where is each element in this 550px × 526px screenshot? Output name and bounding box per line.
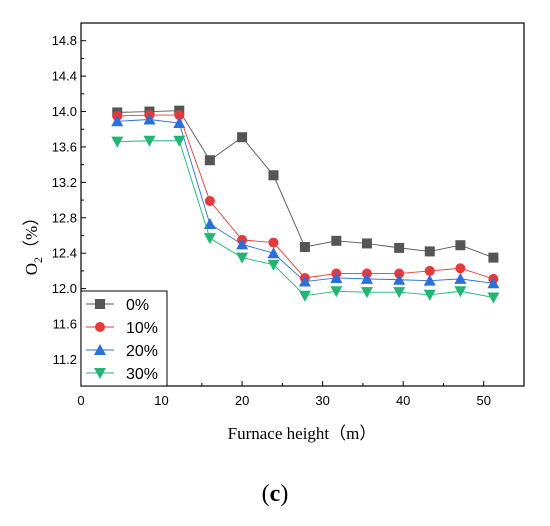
x-tick-label: 20	[235, 393, 249, 408]
data-point	[267, 247, 280, 259]
series-line	[117, 119, 494, 284]
legend: 0% 10% 20% 30%	[80, 290, 168, 387]
data-point	[393, 273, 406, 285]
y-tick-label: 12.0	[52, 281, 77, 296]
data-point	[330, 271, 343, 283]
series-layer	[111, 105, 500, 304]
data-point	[394, 242, 405, 253]
y-tick-label: 11.2	[53, 352, 77, 367]
y-tick-label: 12.8	[52, 210, 77, 225]
data-point	[330, 286, 343, 298]
data-point	[360, 272, 373, 284]
y-axis-title-base: O	[22, 263, 41, 275]
line-chart: 0 10 20 30 40 50 11.2 11.6 12.0 12.4 12.8 13.2 13.6 1…	[22, 22, 525, 443]
series-3	[111, 113, 500, 289]
plot-frame	[80, 22, 525, 387]
data-point	[299, 241, 310, 252]
data-point	[455, 263, 466, 274]
data-point	[487, 277, 500, 289]
y-axis-title-subscript: 2	[31, 257, 45, 263]
plot-area	[80, 22, 525, 387]
y-tick-label: 12.4	[52, 246, 77, 261]
data-point	[174, 110, 185, 121]
legend-label: 20%	[126, 343, 158, 360]
data-point	[173, 135, 186, 147]
y-axis-title: O2（%）	[22, 209, 45, 275]
y-tick-label: 14.4	[52, 69, 77, 84]
data-point	[203, 217, 216, 229]
y-tick-label: 14.8	[52, 33, 77, 48]
series-1	[112, 105, 499, 263]
legend-marker	[94, 368, 106, 379]
y-tick-label: 13.2	[52, 175, 77, 190]
legend-label: 10%	[126, 320, 158, 337]
legend-marker	[95, 322, 105, 332]
x-axis-title: Furnace height（m）	[228, 424, 377, 443]
legend-label: 0%	[126, 297, 149, 314]
x-tick-label: 0	[77, 393, 84, 408]
data-point	[424, 246, 435, 257]
panel-label: (c)	[0, 481, 550, 508]
legend-item: 0%	[86, 297, 149, 314]
x-tick-label: 30	[315, 393, 329, 408]
data-point	[394, 268, 405, 279]
panel-label-letter: c	[269, 481, 281, 507]
data-point	[204, 195, 215, 206]
panel-label-close: )	[280, 481, 289, 507]
data-point	[393, 287, 406, 299]
data-point	[454, 272, 467, 284]
series-line	[117, 110, 494, 259]
data-point	[298, 275, 311, 287]
series-line	[117, 114, 494, 280]
data-point	[488, 252, 499, 263]
data-point	[423, 274, 436, 286]
data-point	[236, 252, 249, 264]
data-point	[111, 136, 124, 148]
series-2	[112, 110, 499, 284]
data-point	[143, 113, 156, 125]
data-point	[455, 240, 466, 251]
y-tick-label: 14.0	[52, 104, 77, 119]
y-tick-label: 11.6	[53, 317, 77, 332]
data-point	[267, 259, 280, 271]
data-point	[454, 286, 467, 298]
x-tick-label: 10	[154, 393, 168, 408]
data-point	[361, 238, 372, 249]
data-point	[203, 233, 216, 245]
legend-marker	[94, 344, 106, 355]
legend-item: 20%	[86, 343, 158, 360]
data-point	[331, 235, 342, 246]
y-axis-title-unit: （%）	[22, 209, 41, 257]
data-point	[237, 132, 248, 143]
data-point	[423, 289, 436, 301]
data-point	[268, 237, 279, 248]
data-point	[173, 117, 186, 129]
data-point	[298, 290, 311, 302]
x-tick-label: 40	[396, 393, 410, 408]
y-tick-label: 13.6	[52, 139, 77, 154]
axis-ticks: 0 10 20 30 40 50 11.2 11.6 12.0 12.4 12.8 13.2 13.6 1…	[52, 33, 491, 408]
x-tick-label: 50	[476, 393, 490, 408]
data-point	[268, 170, 279, 181]
legend-label: 30%	[126, 366, 158, 383]
legend-item: 10%	[86, 320, 158, 337]
data-point	[111, 115, 124, 127]
series-4	[111, 135, 500, 304]
legend-marker	[95, 299, 105, 309]
data-point	[204, 155, 215, 166]
data-point	[424, 265, 435, 276]
data-point	[236, 238, 249, 250]
legend-item: 30%	[86, 366, 158, 383]
panel-label-open: (	[261, 481, 270, 507]
data-point	[143, 135, 156, 147]
data-point	[487, 292, 500, 304]
data-point	[360, 287, 373, 299]
